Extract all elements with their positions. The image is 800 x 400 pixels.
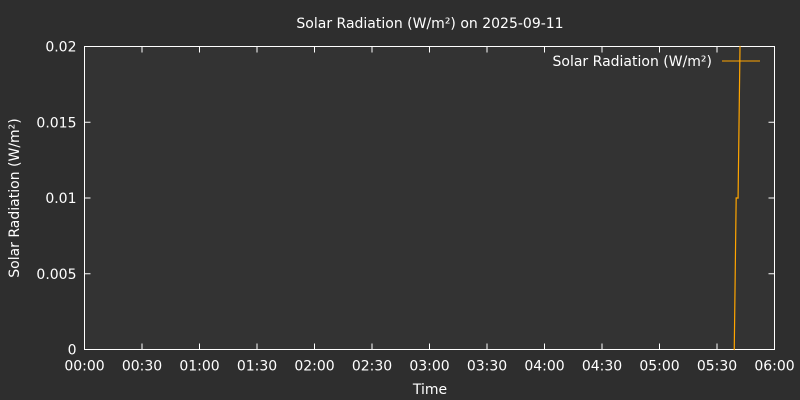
x-tick-label: 05:00 [639, 359, 679, 375]
series-layer [733, 45, 741, 351]
plot-area [84, 46, 775, 350]
x-axis-label: Time [412, 382, 447, 398]
x-tick-label: 00:30 [122, 359, 162, 375]
y-tick-label: 0.005 [36, 267, 76, 283]
x-tick-label: 02:00 [294, 359, 334, 375]
x-tick-label: 04:30 [582, 359, 622, 375]
data-point [739, 45, 741, 48]
y-tick-label: 0 [68, 343, 77, 359]
x-tick-label: 04:00 [524, 359, 564, 375]
data-point [737, 197, 739, 199]
x-tick-label: 01:00 [179, 359, 219, 375]
x-tick-label: 05:30 [697, 359, 737, 375]
y-axis-label: Solar Radiation (W/m²) [7, 118, 23, 277]
x-tick-label: 02:30 [352, 359, 392, 375]
x-tick-label: 01:30 [237, 359, 277, 375]
y-tick-label: 0.02 [45, 40, 76, 56]
legend: Solar Radiation (W/m²) [553, 54, 760, 70]
data-point [733, 348, 735, 351]
x-tick-label: 00:00 [64, 359, 104, 375]
data-point [735, 197, 737, 199]
chart-title: Solar Radiation (W/m²) on 2025-09-11 [296, 16, 563, 32]
y-tick-label: 0.01 [45, 191, 76, 207]
series-line [733, 46, 741, 350]
legend-label: Solar Radiation (W/m²) [553, 54, 712, 70]
y-tick-label: 0.015 [36, 115, 76, 131]
x-tick-label: 03:00 [409, 359, 449, 375]
x-tick-label: 06:00 [754, 359, 794, 375]
y-axis: 0 0.005 0.01 0.015 0.02 [36, 40, 775, 359]
x-tick-label: 03:30 [467, 359, 507, 375]
x-axis: 00:00 00:30 01:00 01:30 02:00 02:30 03:00 03:30… [64, 46, 795, 375]
